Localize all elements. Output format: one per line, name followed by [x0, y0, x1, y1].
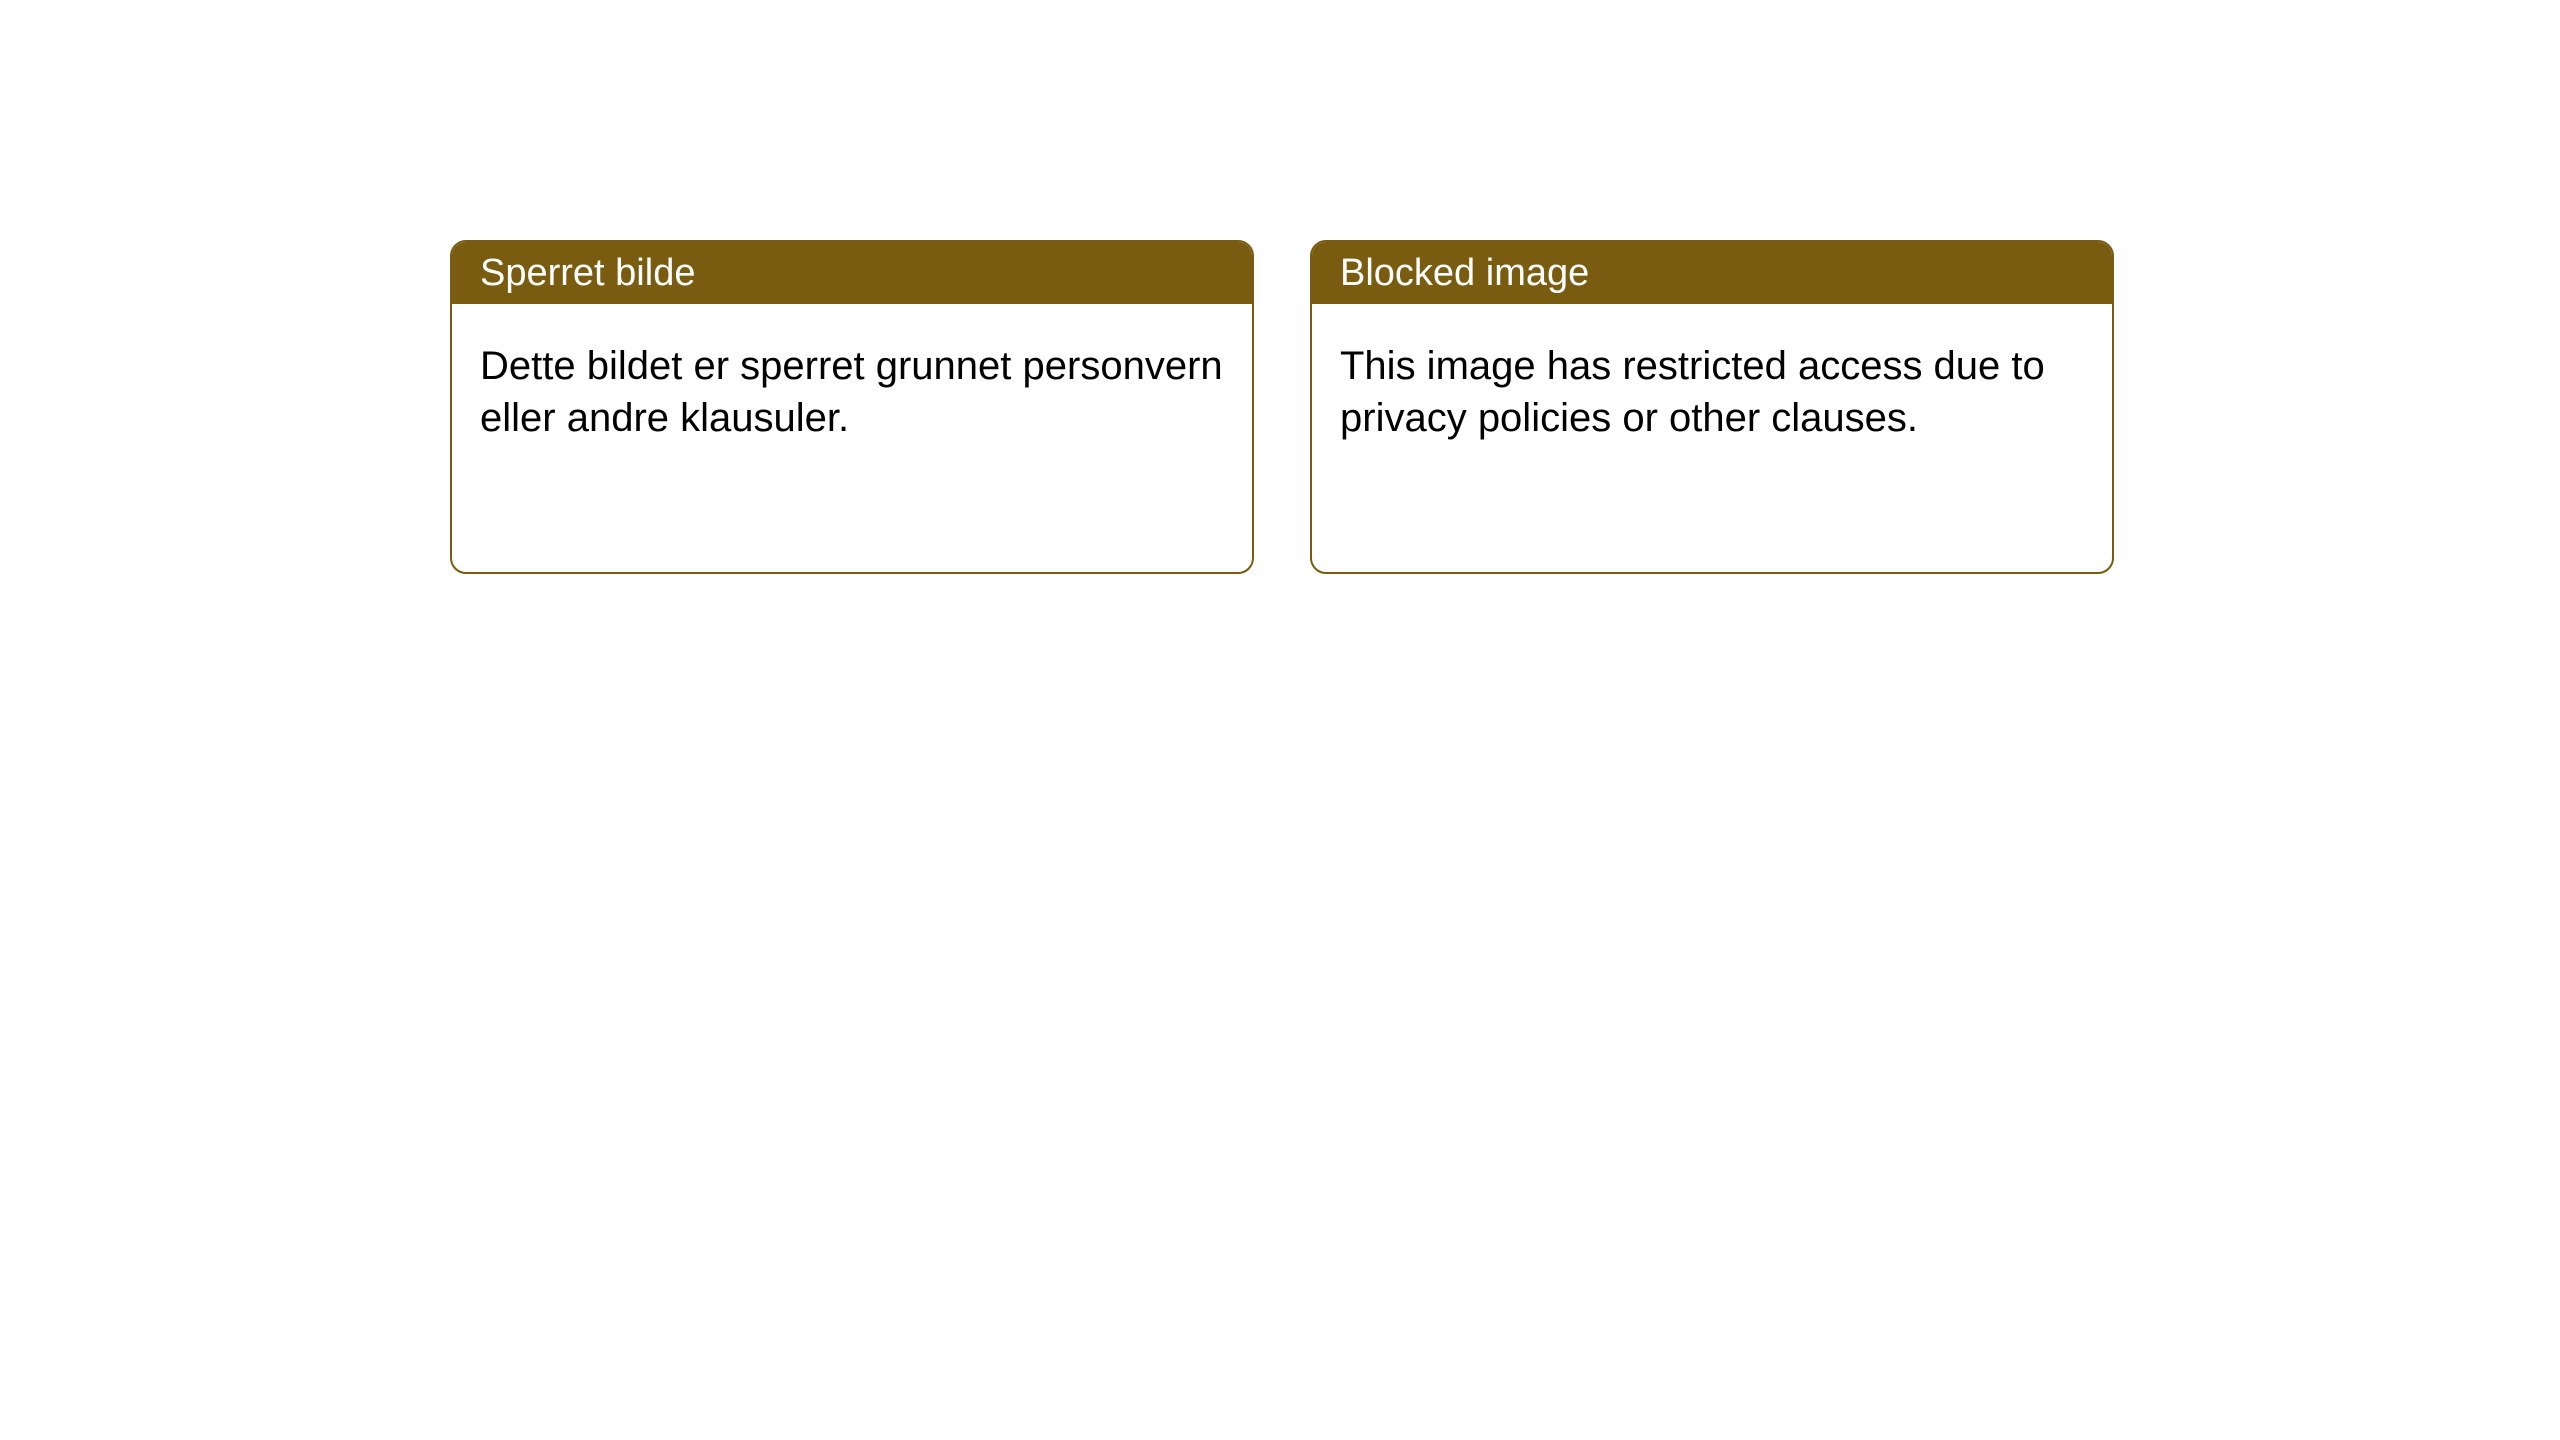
- card-title: Sperret bilde: [480, 252, 695, 295]
- card-body-text: This image has restricted access due to …: [1340, 344, 2045, 440]
- card-title: Blocked image: [1340, 252, 1589, 295]
- card-body: Dette bildet er sperret grunnet personve…: [452, 304, 1252, 480]
- notice-container: Sperret bilde Dette bildet er sperret gr…: [0, 0, 2560, 574]
- notice-card-norwegian: Sperret bilde Dette bildet er sperret gr…: [450, 240, 1254, 574]
- card-header: Blocked image: [1312, 242, 2112, 304]
- card-header: Sperret bilde: [452, 242, 1252, 304]
- card-body: This image has restricted access due to …: [1312, 304, 2112, 480]
- card-body-text: Dette bildet er sperret grunnet personve…: [480, 344, 1223, 440]
- notice-card-english: Blocked image This image has restricted …: [1310, 240, 2114, 574]
